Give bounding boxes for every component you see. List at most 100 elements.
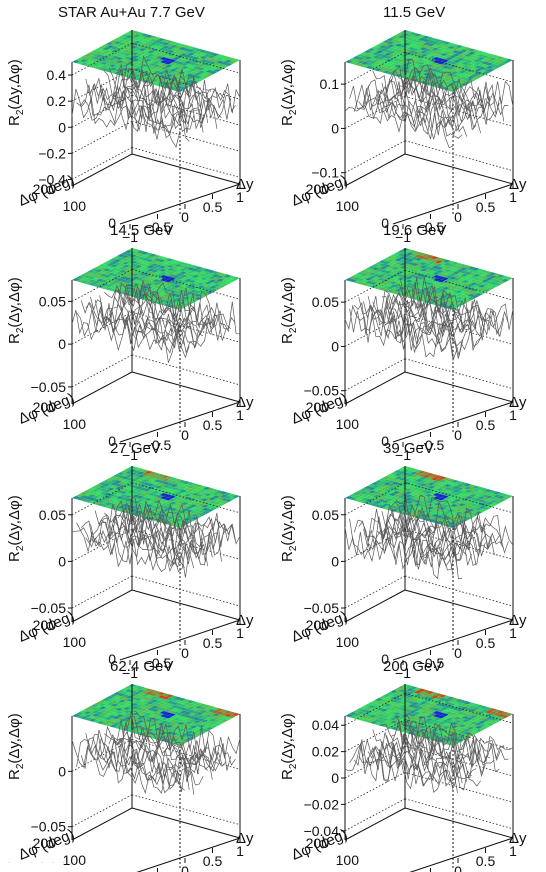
- heatmap-cell: [461, 279, 470, 284]
- heatmap-cell: [120, 497, 129, 501]
- heatmap-cell: [407, 479, 415, 483]
- z-gridline: [71, 482, 133, 516]
- heatmap-cell: [146, 513, 155, 517]
- heatmap-cell: [427, 703, 436, 707]
- heatmap-cell: [462, 68, 471, 72]
- z-gridline: [131, 794, 241, 826]
- heatmap-cell: [477, 60, 486, 64]
- dy-axis-label: Δy: [509, 830, 527, 847]
- heatmap-cell: [122, 267, 131, 271]
- heatmap-cell: [136, 471, 145, 475]
- heatmap-cell: [406, 476, 415, 480]
- heatmap-cell: [129, 475, 138, 479]
- heatmap-cell: [164, 500, 173, 504]
- heatmap-cell: [107, 708, 116, 712]
- heatmap-cell: [155, 706, 164, 710]
- heatmap-cell: [162, 263, 171, 267]
- heatmap-cell: [181, 726, 190, 730]
- heatmap-cell: [159, 707, 168, 711]
- heatmap-cell: [163, 55, 172, 59]
- heatmap-cell: [371, 49, 380, 53]
- heatmap-cell: [375, 262, 383, 266]
- heatmap-cell: [106, 481, 115, 485]
- heatmap-cell: [427, 79, 436, 84]
- dphi-tick-label: 200: [306, 617, 330, 633]
- heatmap-cell: [170, 701, 179, 705]
- heatmap-cell: [473, 62, 482, 66]
- heatmap-cell: [120, 500, 129, 504]
- heatmap-cell: [211, 53, 220, 57]
- heatmap-cell: [476, 711, 485, 715]
- heatmap-cell: [445, 281, 454, 285]
- heatmap-cell: [183, 738, 192, 742]
- heatmap-cell: [112, 716, 121, 720]
- heatmap-cell: [393, 64, 402, 68]
- surface-line: [404, 712, 514, 763]
- heatmap-cell: [435, 293, 444, 298]
- heatmap-cell: [207, 709, 216, 713]
- z-axis-label-rest: (Δy,Δφ): [279, 277, 296, 328]
- z-axis-label: R2(Δy,Δφ): [279, 713, 299, 780]
- heatmap-cell: [431, 50, 440, 54]
- heatmap-cell: [145, 258, 154, 263]
- heatmap-cell: [174, 49, 183, 53]
- heatmap-cell: [416, 494, 425, 498]
- heatmap-cell: [145, 40, 154, 45]
- heatmap-cell: [157, 289, 166, 293]
- heatmap-cell: [118, 484, 127, 488]
- heatmap-cell: [99, 712, 108, 716]
- heatmap-cell: [434, 723, 443, 727]
- heatmap-cell: [179, 274, 188, 278]
- heatmap-cell: [122, 264, 131, 268]
- heatmap-cell: [100, 715, 109, 719]
- z-gridline: [71, 794, 133, 828]
- heatmap-cell: [133, 721, 141, 725]
- heatmap-cell: [420, 489, 429, 493]
- surface-line: [404, 277, 514, 330]
- dy-tick-label: 1: [509, 625, 517, 641]
- heatmap-cell: [493, 279, 502, 283]
- heatmap-cell: [428, 270, 437, 274]
- heatmap-cell: [417, 470, 426, 474]
- heatmap-cell: [435, 481, 444, 485]
- heatmap-cell: [409, 253, 418, 257]
- heatmap-cell: [164, 61, 173, 65]
- heatmap-cell: [488, 708, 497, 712]
- heatmap-cell: [194, 266, 203, 270]
- heatmap-cell: [429, 280, 438, 284]
- heatmap-cell: [141, 257, 150, 261]
- chart-panel: 0−0.05−1−0.500.51010020062.4 GeVR2(Δy,Δφ…: [0, 654, 273, 872]
- z-gridline: [131, 120, 241, 152]
- z-gridline: [131, 147, 241, 178]
- heatmap-cell: [224, 59, 233, 63]
- heatmap-cell: [411, 262, 420, 267]
- heatmap-cell: [422, 689, 430, 693]
- z-gridline: [404, 745, 514, 777]
- heatmap-cell: [195, 275, 204, 280]
- z-tick-label: −0.2: [38, 145, 66, 161]
- heatmap-cell: [119, 269, 127, 273]
- heatmap-cell: [94, 487, 103, 491]
- surface-line: [99, 515, 209, 567]
- heatmap-cell: [457, 63, 466, 68]
- z-axis-label-main: R: [279, 769, 296, 780]
- heatmap-cell: [224, 716, 233, 720]
- surface-line: [363, 738, 472, 791]
- heatmap-cell: [128, 284, 137, 288]
- heatmap-cell: [349, 61, 358, 65]
- surface-line: [90, 518, 199, 564]
- heatmap-cell: [160, 502, 169, 506]
- heatmap-cell: [426, 690, 435, 695]
- heatmap-cell: [132, 64, 141, 68]
- heatmap-cell: [400, 54, 409, 58]
- heatmap-cell: [141, 260, 150, 265]
- heatmap-cell: [106, 487, 115, 491]
- dphi-tick-label: 0: [108, 651, 116, 667]
- heatmap-cell: [447, 76, 456, 80]
- heatmap-cell: [185, 509, 194, 513]
- surface-line: [381, 70, 491, 125]
- heatmap-cell: [173, 723, 182, 728]
- heatmap-cell: [185, 721, 193, 725]
- heatmap-cell: [163, 705, 171, 709]
- heatmap-cell: [356, 493, 365, 497]
